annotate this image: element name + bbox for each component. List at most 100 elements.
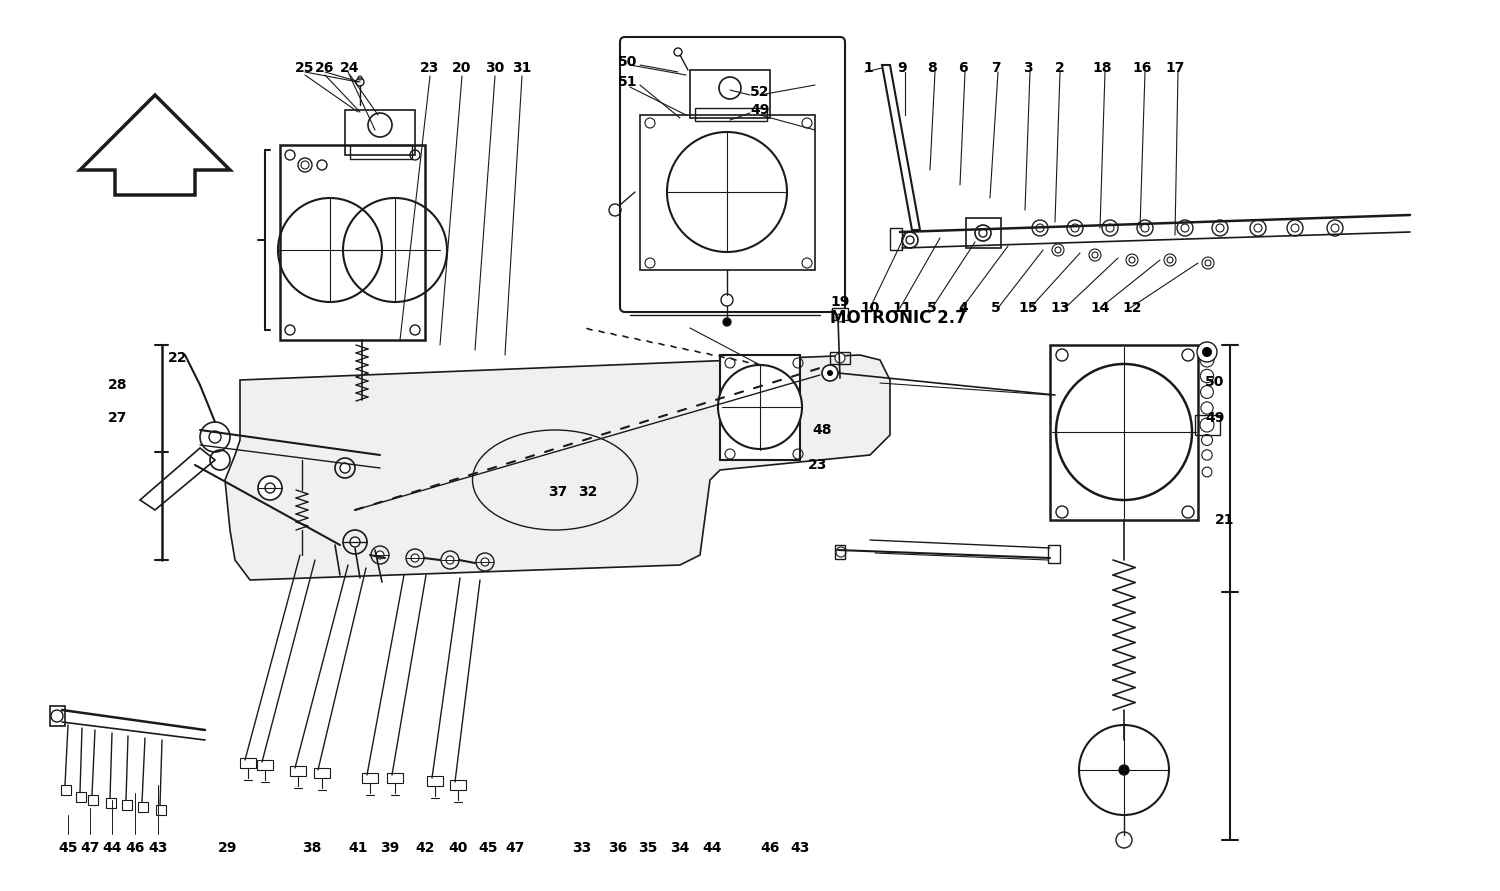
Text: 47: 47 — [506, 841, 525, 855]
Circle shape — [1130, 257, 1136, 263]
Text: 5: 5 — [927, 301, 938, 315]
Bar — [1196, 415, 1219, 435]
Text: 23: 23 — [420, 61, 440, 75]
Circle shape — [722, 294, 734, 306]
Circle shape — [1330, 224, 1340, 232]
Text: 38: 38 — [303, 841, 321, 855]
Circle shape — [718, 365, 803, 449]
Text: 13: 13 — [1050, 301, 1070, 315]
Circle shape — [1092, 252, 1098, 258]
Circle shape — [1106, 224, 1114, 232]
Text: 40: 40 — [448, 841, 468, 855]
Bar — [138, 802, 148, 812]
Text: 22: 22 — [168, 351, 188, 365]
Bar — [694, 108, 766, 121]
Text: 39: 39 — [381, 841, 399, 855]
Circle shape — [836, 314, 844, 322]
Circle shape — [1202, 347, 1212, 357]
Text: 2: 2 — [1054, 61, 1065, 75]
Text: 15: 15 — [1019, 301, 1038, 315]
Bar — [1050, 345, 1199, 520]
Text: 44: 44 — [102, 841, 122, 855]
Circle shape — [356, 78, 364, 86]
Circle shape — [411, 554, 419, 562]
Bar — [122, 800, 132, 810]
Text: 47: 47 — [81, 841, 99, 855]
Circle shape — [1292, 224, 1299, 232]
Text: 44: 44 — [702, 841, 721, 855]
Circle shape — [340, 463, 350, 473]
Circle shape — [350, 537, 360, 547]
Text: 16: 16 — [1132, 61, 1152, 75]
Bar — [1048, 545, 1060, 563]
Text: 14: 14 — [1090, 301, 1110, 315]
Text: 8: 8 — [927, 61, 938, 75]
Text: 49: 49 — [1206, 411, 1224, 425]
Bar — [450, 780, 466, 790]
Polygon shape — [882, 65, 920, 230]
Text: 35: 35 — [639, 841, 657, 855]
Text: 12: 12 — [1122, 301, 1142, 315]
Circle shape — [1197, 342, 1216, 362]
Circle shape — [1078, 725, 1168, 815]
Text: 36: 36 — [609, 841, 627, 855]
Circle shape — [266, 483, 274, 493]
Bar — [240, 758, 256, 768]
Bar — [387, 773, 404, 783]
Bar — [256, 760, 273, 770]
Text: 1: 1 — [862, 61, 873, 75]
Text: 49: 49 — [750, 103, 770, 117]
Bar — [345, 110, 416, 155]
Text: 24: 24 — [340, 61, 360, 75]
Circle shape — [1054, 247, 1060, 253]
Text: 20: 20 — [453, 61, 471, 75]
Text: 50: 50 — [618, 55, 638, 69]
Text: 19: 19 — [831, 295, 849, 309]
Text: 25: 25 — [296, 61, 315, 75]
Text: 29: 29 — [219, 841, 237, 855]
Bar — [890, 228, 902, 250]
Text: 34: 34 — [670, 841, 690, 855]
Text: 42: 42 — [416, 841, 435, 855]
Bar — [156, 805, 166, 815]
Polygon shape — [140, 448, 214, 510]
Text: 28: 28 — [108, 378, 128, 392]
Text: 10: 10 — [861, 301, 879, 315]
Bar — [314, 768, 330, 778]
Text: 46: 46 — [760, 841, 780, 855]
Text: 43: 43 — [790, 841, 810, 855]
Bar — [280, 145, 424, 340]
Text: 6: 6 — [958, 61, 968, 75]
Circle shape — [723, 318, 730, 326]
Text: 37: 37 — [549, 485, 567, 499]
Text: MOTRONIC 2.7: MOTRONIC 2.7 — [830, 309, 966, 327]
Bar — [62, 785, 70, 795]
Bar — [362, 773, 378, 783]
Circle shape — [836, 353, 844, 363]
Circle shape — [1036, 224, 1044, 232]
Circle shape — [1254, 224, 1262, 232]
Circle shape — [906, 236, 914, 244]
Text: 9: 9 — [897, 61, 908, 75]
Bar — [640, 115, 815, 270]
Text: 18: 18 — [1092, 61, 1112, 75]
FancyBboxPatch shape — [620, 37, 844, 312]
Text: 4: 4 — [958, 301, 968, 315]
Circle shape — [1071, 224, 1078, 232]
Circle shape — [1200, 418, 1214, 432]
Bar — [88, 795, 98, 805]
Polygon shape — [225, 355, 889, 580]
Text: 50: 50 — [1206, 375, 1224, 389]
Bar — [833, 308, 848, 320]
Circle shape — [446, 556, 454, 564]
Circle shape — [1167, 257, 1173, 263]
Circle shape — [1056, 364, 1192, 500]
Bar — [350, 145, 412, 159]
Text: 31: 31 — [513, 61, 531, 75]
Circle shape — [1216, 224, 1224, 232]
Text: 21: 21 — [1215, 513, 1234, 527]
Text: 48: 48 — [812, 423, 831, 437]
Circle shape — [718, 77, 741, 99]
Text: 52: 52 — [750, 85, 770, 99]
Bar — [427, 776, 442, 786]
